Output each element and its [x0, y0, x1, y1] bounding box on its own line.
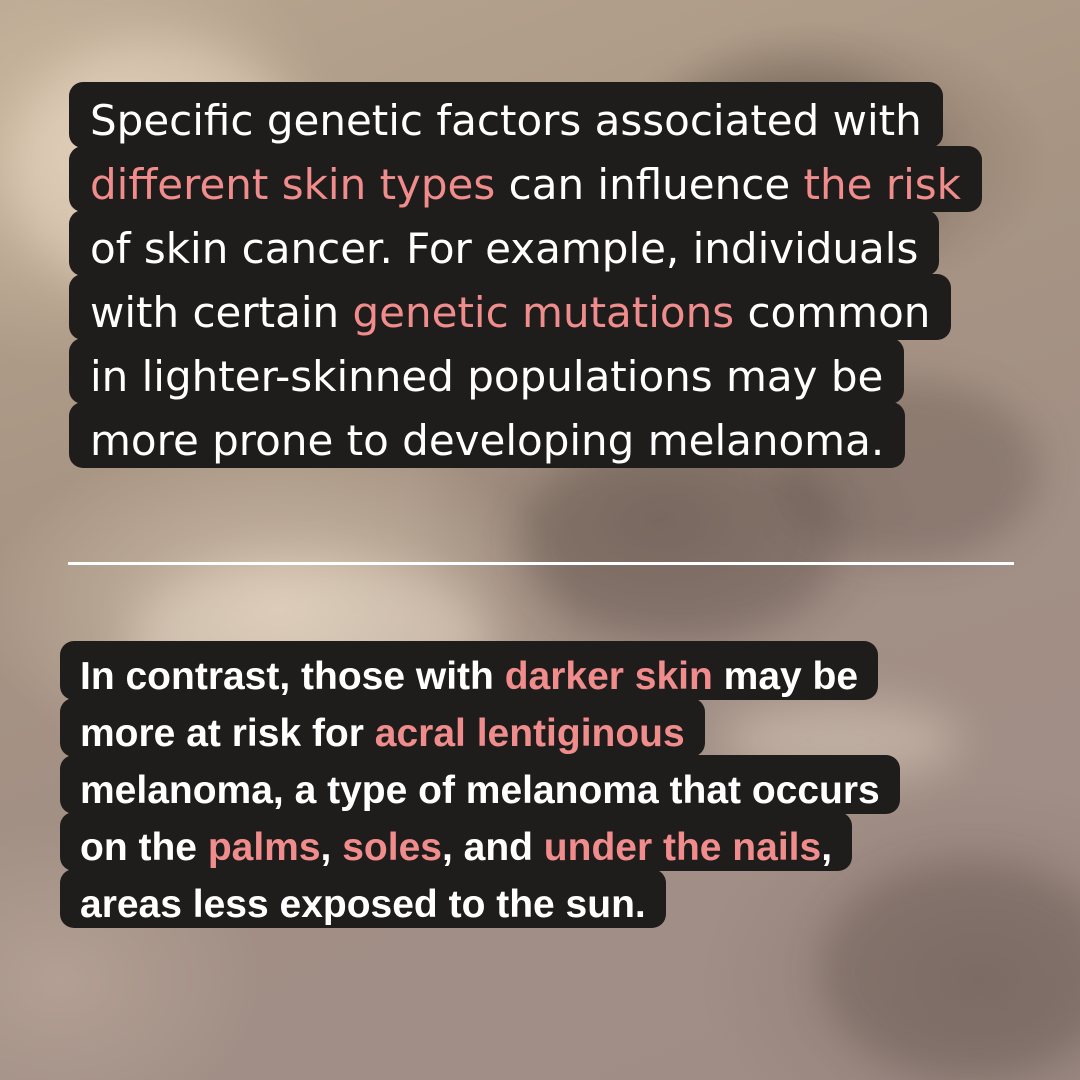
text-line-content: with certain genetic mutations common	[90, 288, 930, 337]
text-segment: may be	[712, 655, 859, 698]
text-segment: , and	[441, 826, 544, 869]
text-line-background	[60, 698, 705, 757]
text-line-background	[69, 402, 906, 468]
text-line-content: Specific genetic factors associated with	[90, 96, 922, 145]
text-segment: more prone to developing melanoma.	[90, 416, 885, 465]
highlighted-phrase: palms	[207, 826, 321, 869]
text-segment: in lighter-skinned populations may be	[90, 352, 884, 401]
highlighted-phrase: genetic mutations	[352, 288, 735, 337]
text-segment: can influence	[495, 160, 804, 209]
text-segment: Specific genetic factors associated with	[90, 96, 922, 145]
text-line: more at risk for acral lentiginous	[60, 698, 705, 757]
text-line-background	[60, 755, 900, 814]
text-line-background	[69, 82, 943, 148]
text-line-background	[69, 210, 940, 276]
text-segment: with certain	[90, 288, 353, 337]
highlighted-phrase: under the nails	[543, 826, 822, 869]
text-segment: more at risk for	[80, 712, 375, 755]
text-segment: of skin cancer. For example, individuals	[90, 224, 919, 273]
text-line: different skin types can influence the r…	[69, 146, 982, 212]
text-segment: common	[734, 288, 931, 337]
text-line-content: melanoma, a type of melanoma that occurs	[80, 769, 880, 812]
text-line: more prone to developing melanoma.	[69, 402, 906, 468]
text-line: in lighter-skinned populations may be	[69, 338, 905, 404]
text-line: In contrast, those with darker skin may …	[60, 641, 879, 700]
text-segment: areas less exposed to the sun.	[80, 883, 646, 926]
text-segment: ,	[821, 826, 833, 869]
highlighted-phrase: soles	[342, 826, 442, 869]
text-line-content: in lighter-skinned populations may be	[90, 352, 883, 401]
text-line: Specific genetic factors associated with	[69, 82, 943, 148]
text-line-background	[69, 338, 905, 404]
text-line-background	[60, 641, 879, 700]
text-line: on the palms, soles, and under the nails…	[60, 812, 853, 871]
text-line: areas less exposed to the sun.	[60, 869, 666, 928]
text-line-background	[60, 812, 853, 871]
text-line-content: more at risk for acral lentiginous	[80, 712, 685, 755]
highlighted-phrase: the risk	[803, 160, 961, 209]
highlighted-phrase: darker skin	[504, 655, 713, 698]
text-segment: ,	[320, 826, 343, 869]
highlighted-phrase: acral lentiginous	[374, 712, 685, 755]
text-segment: melanoma, a type of melanoma that occurs	[80, 769, 880, 812]
text-line: with certain genetic mutations common	[69, 274, 952, 340]
highlighted-phrase: different skin types	[90, 160, 496, 209]
text-line-content: more prone to developing melanoma.	[90, 416, 884, 465]
shadow-patch	[820, 860, 1080, 1080]
text-line-background	[69, 274, 952, 340]
text-line-content: areas less exposed to the sun.	[80, 883, 646, 926]
text-line-content: of skin cancer. For example, individuals	[90, 224, 918, 273]
section-divider	[68, 562, 1014, 565]
shadow-patch	[520, 440, 840, 640]
text-segment: on the	[80, 826, 208, 869]
text-line-content: In contrast, those with darker skin may …	[80, 655, 858, 698]
text-line-content: different skin types can influence the r…	[90, 160, 961, 209]
text-line-content: on the palms, soles, and under the nails…	[80, 826, 832, 869]
text-line-background	[69, 146, 982, 212]
text-segment: In contrast, those with	[80, 655, 505, 698]
text-line-background	[60, 869, 666, 928]
text-line: melanoma, a type of melanoma that occurs	[60, 755, 900, 814]
text-line: of skin cancer. For example, individuals	[69, 210, 940, 276]
